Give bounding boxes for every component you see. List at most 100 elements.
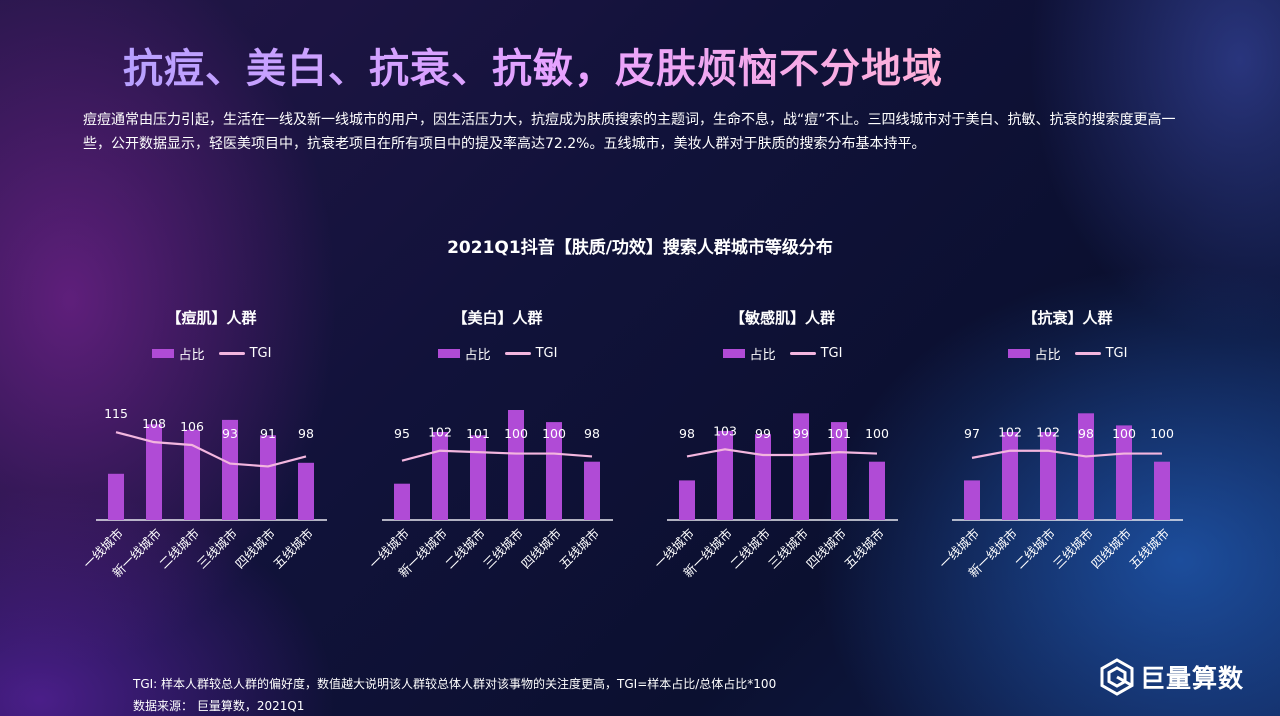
tgi-data-label: 98 [1078, 426, 1094, 441]
chart-panel-acne: 115 108 106 93 91 98 一线城市 新一线城市 二线城市 三线城市 四线城市 五线城市… [69, 300, 354, 600]
tgi-data-label: 95 [394, 426, 410, 441]
x-tick-label: 五线城市 [1126, 526, 1172, 572]
tgi-data-label: 98 [679, 426, 695, 441]
chart-panel-sensitive: 98 103 99 99 101 100 一线城市 新一线城市 二线城市 三线城市 四线城市 五线城市… [640, 300, 925, 600]
bar-五线城市 [584, 461, 600, 520]
tgi-line [971, 449, 1162, 459]
tgi-data-label: 100 [542, 426, 566, 441]
bar-五线城市 [1154, 461, 1170, 520]
bar-三线城市 [222, 419, 238, 520]
legend-bar-label: 占比 [178, 348, 205, 363]
tgi-data-label: 102 [428, 425, 452, 440]
x-tick-label: 四线城市 [518, 526, 564, 572]
chart-legend: 占比 TGI [69, 344, 354, 363]
tgi-line [115, 431, 307, 468]
legend-line-label: TGI [820, 346, 843, 361]
tgi-data-label: 100 [1112, 426, 1136, 441]
bar-新一线城市 [432, 432, 448, 520]
legend-item-line: TGI [504, 346, 558, 361]
x-tick-label: 二线城市 [727, 526, 773, 572]
x-tick-label: 三线城市 [765, 526, 811, 572]
tgi-data-label: 101 [466, 426, 490, 441]
footer-data-source: 数据来源： 巨量算数，2021Q1 [133, 699, 305, 713]
brand-hexagon-icon [1100, 658, 1134, 696]
x-tick-label: 四线城市 [232, 526, 278, 572]
panel-title: 【痘肌】人群 [166, 309, 257, 327]
x-tick-label: 三线城市 [1050, 526, 1096, 572]
x-tick-label: 三线城市 [480, 526, 526, 572]
tgi-data-label: 106 [180, 419, 204, 434]
bar-二线城市 [1040, 432, 1056, 520]
legend-item-line: TGI [1074, 346, 1128, 361]
bar-新一线城市 [146, 424, 162, 520]
legend-line-swatch [218, 352, 245, 355]
legend-line-swatch [504, 352, 531, 355]
page-title: 抗痘、美白、抗衰、抗敏，皮肤烦恼不分地域 [123, 36, 943, 94]
chart-section-title: 2021Q1抖音【肤质/功效】搜索人群城市等级分布 [447, 238, 833, 258]
tgi-data-label: 100 [865, 426, 889, 441]
brand-logo: 巨量算数 [1100, 658, 1244, 696]
chart-legend: 占比 TGI [640, 344, 925, 363]
bar-三线城市 [508, 410, 524, 520]
bar-三线城市 [1078, 413, 1094, 520]
bar-二线城市 [470, 435, 486, 520]
legend-item-line: TGI [218, 346, 271, 361]
intro-paragraph: 痘痘通常由压力引起，生活在一线及新一线城市的用户，因生活压力大，抗痘成为肤质搜索… [83, 112, 1176, 152]
x-tick-label: 五线城市 [270, 526, 316, 572]
legend-line-label: TGI [1105, 346, 1128, 361]
legend-bar-swatch [722, 349, 745, 358]
tgi-line [686, 448, 878, 458]
tgi-data-label: 99 [793, 426, 809, 441]
bar-四线城市 [1116, 425, 1132, 520]
tgi-data-label: 102 [1036, 425, 1060, 440]
brand-name: 巨量算数 [1140, 664, 1245, 693]
tgi-data-label: 103 [713, 423, 737, 438]
legend-bar-label: 占比 [749, 348, 776, 363]
chart-legend: 占比 TGI [925, 344, 1210, 363]
x-tick-label: 二线城市 [156, 526, 202, 572]
legend-bar-label: 占比 [1034, 348, 1061, 363]
x-tick-label: 四线城市 [803, 526, 849, 572]
legend-item-bar: 占比 [437, 344, 491, 363]
legend-item-line: TGI [789, 346, 843, 361]
bar-三线城市 [793, 413, 809, 520]
chart-panel-whitening: 95 102 101 100 100 98 一线城市 新一线城市 二线城市 三线城市 四线城市 五线城… [355, 300, 640, 600]
footer-tgi-note: TGI: 样本人群较总人群的偏好度，数值越大说明该人群较总体人群对该事物的关注度… [133, 677, 777, 691]
legend-bar-swatch [1007, 349, 1030, 358]
bar-五线城市 [869, 461, 885, 520]
bar-新一线城市 [1002, 432, 1018, 520]
tgi-line [401, 449, 593, 462]
x-tick-label: 五线城市 [556, 526, 602, 572]
tgi-data-label: 93 [222, 426, 238, 441]
panel-title: 【敏感肌】人群 [729, 309, 835, 327]
tgi-data-label: 98 [298, 426, 314, 441]
tgi-data-label: 108 [142, 416, 166, 431]
bar-四线城市 [831, 422, 847, 520]
x-tick-label: 三线城市 [194, 526, 240, 572]
bar-二线城市 [755, 434, 771, 520]
x-tick-label: 二线城市 [442, 526, 488, 572]
panel-title: 【抗衰】人群 [1022, 309, 1113, 327]
legend-line-swatch [789, 352, 816, 355]
panel-title: 【美白】人群 [452, 309, 543, 327]
legend-bar-swatch [437, 349, 460, 358]
legend-item-bar: 占比 [722, 344, 776, 363]
bar-四线城市 [546, 422, 562, 520]
legend-line-label: TGI [535, 346, 558, 361]
bar-新一线城市 [717, 430, 733, 520]
bar-一线城市 [964, 480, 980, 520]
tgi-data-label: 100 [1150, 426, 1174, 441]
chart-panel-antiaging: 97 102 102 98 100 100 一线城市 新一线城市 二线城市 三线城市 四线城市 五线城… [925, 300, 1210, 600]
bar-一线城市 [108, 473, 124, 520]
tgi-data-label: 97 [964, 426, 980, 441]
tgi-data-label: 115 [104, 406, 128, 421]
x-tick-label: 四线城市 [1088, 526, 1134, 572]
chart-svg: 95 102 101 100 100 98一线城市新一线城市二线城市三线城市四线城市五线城… [366, 410, 613, 580]
tgi-data-label: 99 [755, 426, 771, 441]
legend-bar-swatch [151, 349, 174, 358]
bar-四线城市 [260, 435, 276, 520]
legend-line-swatch [1074, 352, 1101, 355]
chart-svg: 97 102 102 98 100 100一线城市新一线城市二线城市三线城市四线城市五线城… [936, 413, 1183, 580]
legend-item-bar: 占比 [151, 344, 205, 363]
